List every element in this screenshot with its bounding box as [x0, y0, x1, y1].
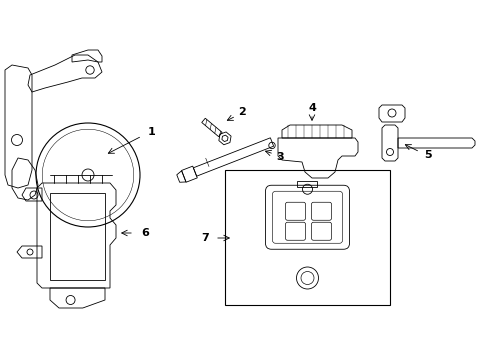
Text: 6: 6 [141, 228, 149, 238]
Text: 3: 3 [276, 152, 283, 162]
Bar [297, 181, 317, 187]
Text: 7: 7 [201, 233, 208, 243]
Bar [224, 170, 389, 305]
Text: 2: 2 [238, 107, 245, 117]
Text: 5: 5 [423, 150, 431, 160]
Text: 1: 1 [148, 127, 156, 137]
Text: 4: 4 [307, 103, 315, 113]
